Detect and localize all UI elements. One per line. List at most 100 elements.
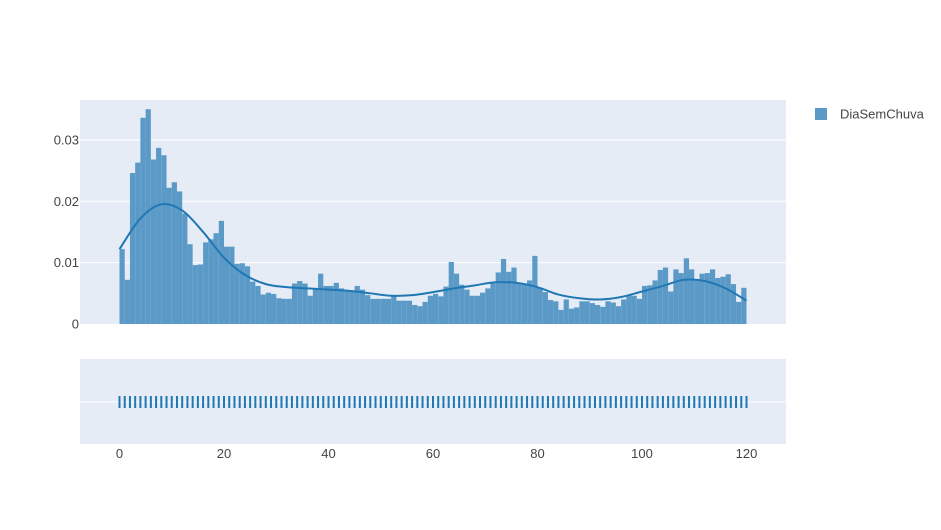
histogram-bar[interactable] <box>480 292 486 324</box>
histogram-bar[interactable] <box>642 285 648 324</box>
histogram-bar[interactable] <box>579 301 585 324</box>
histogram-bar[interactable] <box>271 293 277 324</box>
histogram-bar[interactable] <box>678 273 684 324</box>
histogram-bar[interactable] <box>704 273 710 324</box>
histogram-bar[interactable] <box>521 284 528 324</box>
histogram-bar[interactable] <box>124 279 130 324</box>
histogram-bar[interactable] <box>621 299 627 324</box>
histogram-bar[interactable] <box>166 187 172 324</box>
histogram-bar[interactable] <box>276 298 282 324</box>
histogram-bar[interactable] <box>694 279 700 324</box>
histogram-bar[interactable] <box>636 298 642 324</box>
histogram-bar[interactable] <box>464 289 470 324</box>
histogram-bar[interactable] <box>307 295 313 324</box>
histogram-bar[interactable] <box>511 267 517 324</box>
histogram-bar[interactable] <box>140 117 146 324</box>
histogram-bar[interactable] <box>385 298 392 324</box>
histogram-bar[interactable] <box>349 291 355 324</box>
histogram-bar[interactable] <box>213 233 219 324</box>
histogram-bar[interactable] <box>145 109 151 325</box>
histogram-bar[interactable] <box>380 298 386 324</box>
histogram-bar[interactable] <box>203 242 209 324</box>
histogram-bar[interactable] <box>176 191 183 324</box>
legend[interactable]: DiaSemChuva <box>815 107 925 122</box>
histogram-bar[interactable] <box>229 246 235 324</box>
histogram-bar[interactable] <box>495 272 501 324</box>
histogram-bar[interactable] <box>542 292 548 324</box>
histogram-bar[interactable] <box>365 295 371 324</box>
histogram-bar[interactable] <box>323 285 329 324</box>
histogram-bar[interactable] <box>302 283 308 324</box>
histogram-bar[interactable] <box>574 307 580 324</box>
histogram-bar[interactable] <box>171 182 177 324</box>
histogram-bar[interactable] <box>265 292 272 324</box>
histogram-bar[interactable] <box>433 293 439 324</box>
histogram-bar[interactable] <box>448 262 454 324</box>
histogram-bar[interactable] <box>218 220 224 324</box>
histogram-bar[interactable] <box>244 266 251 324</box>
histogram-bar[interactable] <box>715 277 721 324</box>
histogram-bar[interactable] <box>156 147 162 324</box>
histogram-bar[interactable] <box>182 213 188 324</box>
histogram-bar[interactable] <box>391 295 397 324</box>
histogram-bar[interactable] <box>537 287 543 324</box>
histogram-bar[interactable] <box>135 162 141 324</box>
histogram-bar[interactable] <box>129 173 136 324</box>
histogram-bar[interactable] <box>338 288 345 324</box>
histogram-bar[interactable] <box>161 155 167 324</box>
histogram-bar[interactable] <box>197 264 204 324</box>
histogram-bar[interactable] <box>709 269 716 324</box>
histogram-bar[interactable] <box>547 300 554 324</box>
histogram-bar[interactable] <box>689 269 695 324</box>
histogram-bar[interactable] <box>453 273 460 324</box>
histogram-bar[interactable] <box>427 295 433 324</box>
histogram-bar[interactable] <box>354 285 360 324</box>
histogram-bar[interactable] <box>485 288 491 324</box>
histogram-bar[interactable] <box>736 301 742 324</box>
histogram-bar[interactable] <box>673 269 679 324</box>
histogram-bar[interactable] <box>500 258 507 324</box>
histogram-bar[interactable] <box>699 273 705 324</box>
histogram-bar[interactable] <box>615 306 622 324</box>
histogram-bar[interactable] <box>422 301 428 324</box>
histogram-bar[interactable] <box>312 288 319 324</box>
histogram-bar[interactable] <box>438 296 444 324</box>
histogram-bar[interactable] <box>720 276 726 324</box>
histogram-bar[interactable] <box>406 300 413 324</box>
histogram-bar[interactable] <box>401 300 407 324</box>
histogram-bar[interactable] <box>333 282 339 324</box>
histogram-bar[interactable] <box>662 267 669 324</box>
histogram-bar[interactable] <box>683 258 690 324</box>
histogram-bar[interactable] <box>297 281 303 324</box>
histogram-bar[interactable] <box>250 281 256 324</box>
histogram-bar[interactable] <box>600 306 606 324</box>
histogram-bar[interactable] <box>668 291 674 324</box>
histogram-bar[interactable] <box>224 246 230 324</box>
histogram-bar[interactable] <box>192 265 198 324</box>
histogram-bar[interactable] <box>443 286 449 324</box>
histogram-bar[interactable] <box>652 280 658 324</box>
histogram-bar[interactable] <box>516 282 522 324</box>
histogram-bar[interactable] <box>286 298 292 324</box>
histogram-bar[interactable] <box>417 306 423 324</box>
histogram-bar[interactable] <box>568 308 575 324</box>
histogram-bar[interactable] <box>657 269 663 324</box>
histogram-bar[interactable] <box>375 298 381 324</box>
histogram-bar[interactable] <box>328 285 334 324</box>
histogram-bar[interactable] <box>469 295 475 324</box>
histogram-bar[interactable] <box>631 295 637 324</box>
histogram-bar[interactable] <box>255 285 261 324</box>
histogram-bar[interactable] <box>459 284 465 324</box>
histogram-bar[interactable] <box>344 290 350 324</box>
histogram-bar[interactable] <box>291 283 298 324</box>
histogram-bar[interactable] <box>370 298 376 324</box>
histogram-bar[interactable] <box>527 280 533 324</box>
histogram-bar[interactable] <box>626 295 632 324</box>
histogram-bar[interactable] <box>119 249 125 324</box>
density-curve[interactable] <box>118 203 748 302</box>
histogram-bar[interactable] <box>318 273 324 324</box>
histogram-bar[interactable] <box>594 304 601 324</box>
histogram-bar[interactable] <box>730 284 737 324</box>
histogram-bar[interactable] <box>234 263 240 324</box>
histogram-bar[interactable] <box>506 271 512 324</box>
